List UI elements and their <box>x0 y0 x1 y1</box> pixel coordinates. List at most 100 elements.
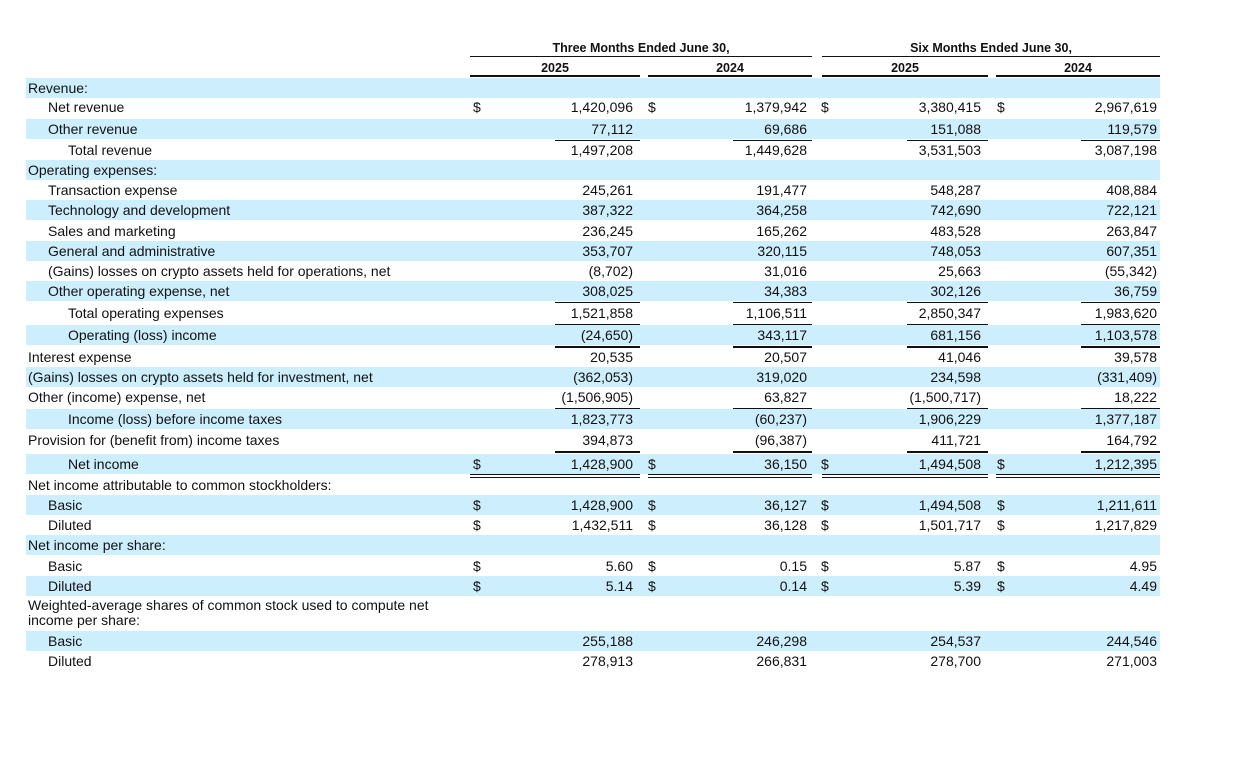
cell-value: 1,106,511 <box>745 305 807 321</box>
year-header: 2025 <box>541 61 569 75</box>
currency: $ <box>473 497 481 513</box>
row-label: Diluted <box>48 653 92 669</box>
cell-value: 234,598 <box>930 369 981 385</box>
cell-value: 4.49 <box>1129 578 1157 594</box>
row-label: Provision for (benefit from) income taxe… <box>28 432 280 448</box>
cell-value: 1,103,578 <box>1094 327 1157 343</box>
cell-value: 244,546 <box>1106 633 1157 649</box>
cell-value: 18,222 <box>1114 389 1157 405</box>
currency: $ <box>648 456 656 472</box>
group-header: Three Months Ended June 30, <box>552 41 730 55</box>
underline <box>907 408 988 409</box>
underline <box>1081 408 1160 409</box>
row-label: General and administrative <box>48 243 216 259</box>
currency: $ <box>997 99 1005 115</box>
cell-value: 191,477 <box>756 182 807 198</box>
cell-value: 119,579 <box>1107 121 1157 137</box>
currency: $ <box>648 497 656 513</box>
underline <box>1081 324 1160 325</box>
currency: $ <box>473 558 481 574</box>
row-label: Other (income) expense, net <box>28 389 206 405</box>
underline <box>907 346 988 348</box>
cell-value: 41,046 <box>938 349 981 365</box>
currency: $ <box>648 558 656 574</box>
cell-value: 5.60 <box>605 558 633 574</box>
cell-value: 1,521,858 <box>570 305 633 321</box>
cell-value: 1,906,229 <box>918 411 981 427</box>
currency: $ <box>821 456 829 472</box>
underline <box>733 302 812 303</box>
cell-value: 266,831 <box>756 653 807 669</box>
row-band <box>26 78 1160 98</box>
cell-value: 1,432,511 <box>571 517 633 533</box>
double-underline <box>470 474 640 475</box>
cell-value: 320,115 <box>757 243 807 259</box>
row-band <box>26 409 1160 429</box>
cell-value: 263,847 <box>1106 223 1157 239</box>
row-label: Weighted-average shares of common stock … <box>28 597 429 628</box>
cell-value: 31,016 <box>764 263 807 279</box>
cell-value: 1,377,187 <box>1094 411 1157 427</box>
underline <box>1081 346 1160 348</box>
row-label: Net income per share: <box>28 537 166 553</box>
underline <box>555 451 640 453</box>
cell-value: 20,535 <box>590 349 633 365</box>
currency: $ <box>648 517 656 533</box>
year-header: 2025 <box>891 61 919 75</box>
currency: $ <box>997 578 1005 594</box>
cell-value: 1,428,900 <box>570 497 633 513</box>
underline <box>907 140 988 141</box>
row-label: Interest expense <box>28 349 132 365</box>
cell-value: 722,121 <box>1106 202 1157 218</box>
cell-value: 5.87 <box>953 558 981 574</box>
year-rule <box>470 75 640 77</box>
row-label: Diluted <box>48 517 92 533</box>
double-underline <box>648 477 812 478</box>
double-underline <box>996 474 1160 475</box>
cell-value: 1,501,717 <box>918 517 981 533</box>
double-underline <box>648 474 812 475</box>
cell-value: 255,188 <box>582 633 633 649</box>
cell-value: 165,262 <box>756 223 807 239</box>
currency: $ <box>648 578 656 594</box>
row-band <box>26 495 1160 515</box>
cell-value: 77,112 <box>591 121 633 137</box>
cell-value: 681,156 <box>930 327 981 343</box>
cell-value: 1,428,900 <box>570 456 633 472</box>
cell-value: 364,258 <box>756 202 807 218</box>
cell-value: (331,409) <box>1097 369 1157 385</box>
cell-value: 4.95 <box>1129 558 1157 574</box>
year-rule <box>822 75 988 77</box>
underline <box>907 302 988 303</box>
row-label: Net income attributable to common stockh… <box>28 477 332 493</box>
cell-value: 1,494,508 <box>918 456 981 472</box>
row-band <box>26 325 1160 345</box>
underline <box>555 346 640 348</box>
double-underline <box>470 477 640 478</box>
cell-value: 36,128 <box>764 517 807 533</box>
cell-value: 1,379,942 <box>744 99 807 115</box>
currency: $ <box>997 517 1005 533</box>
cell-value: 0.15 <box>779 558 807 574</box>
currency: $ <box>473 456 481 472</box>
row-label: Other operating expense, net <box>48 283 230 299</box>
underline <box>555 324 640 325</box>
row-label: (Gains) losses on crypto assets held for… <box>48 263 391 279</box>
cell-value: 308,025 <box>582 283 633 299</box>
cell-value: 1,497,208 <box>570 142 633 158</box>
row-band <box>26 535 1160 555</box>
cell-value: 411,721 <box>931 432 981 448</box>
cell-value: 1,449,628 <box>744 142 807 158</box>
row-label: Income (loss) before income taxes <box>68 411 282 427</box>
row-label: Diluted <box>48 578 92 594</box>
cell-value: 3,531,503 <box>918 142 981 158</box>
underline <box>733 451 812 453</box>
group-header: Six Months Ended June 30, <box>910 41 1072 55</box>
double-underline <box>822 474 988 475</box>
cell-value: 1,494,508 <box>918 497 981 513</box>
underline <box>1081 451 1160 453</box>
cell-value: (60,237) <box>754 411 807 427</box>
row-band <box>26 160 1160 180</box>
year-header: 2024 <box>1064 61 1092 75</box>
